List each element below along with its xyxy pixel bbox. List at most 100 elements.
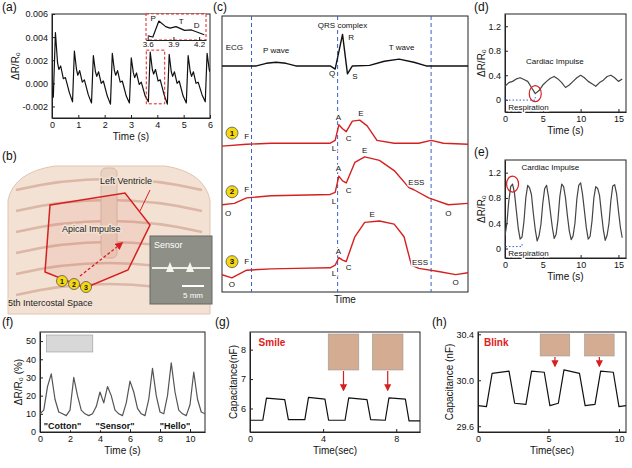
annotation: C <box>346 186 352 195</box>
data-line <box>505 183 622 241</box>
plot-area <box>478 370 626 407</box>
axis-line <box>53 118 211 119</box>
annotation: A <box>336 247 342 256</box>
tick: 4 <box>321 429 326 444</box>
tick-label: 40 <box>26 355 36 365</box>
tick-label: 2 <box>103 120 108 130</box>
scale-bar <box>182 285 204 287</box>
panel: 0123456-0.0020.0000.0020.0040.006Time (s… <box>10 9 213 141</box>
tick-mark <box>505 26 508 27</box>
y-axis: 29.6 30.0 30.4 <box>456 330 481 433</box>
series-badge <box>226 256 238 268</box>
diagram-label: Left Ventricle <box>100 176 152 186</box>
annotation: T wave <box>389 43 415 52</box>
tick-mark <box>581 255 582 258</box>
annotation: E <box>362 146 367 155</box>
tick: 30.0 <box>456 376 481 386</box>
plot-area <box>505 183 622 241</box>
tick: 0.004 <box>25 32 55 42</box>
annotation: P <box>151 14 156 23</box>
annotation: O <box>225 209 231 218</box>
panel: 05101500.40.81.2Cardiac ImpulseRespirati… <box>476 14 627 136</box>
tick: 20 <box>26 391 43 401</box>
plot-frame <box>505 160 626 258</box>
annotation: S <box>352 72 357 81</box>
plot-frame <box>250 332 420 432</box>
tick-label: 30.4 <box>456 330 474 340</box>
annotation: "Hello" <box>160 421 191 431</box>
tick-label: 0.8 <box>488 193 501 203</box>
tick: 10 <box>576 255 586 270</box>
tick-label: 1 <box>76 120 81 130</box>
tick-label: 10 <box>614 434 624 444</box>
tick: 1 <box>76 115 81 130</box>
plot-frame <box>146 14 206 40</box>
tick-label: 5 <box>541 260 546 270</box>
tick-mark <box>52 106 55 107</box>
inset: 3.63.94.2PTD <box>143 14 207 49</box>
pointer-arrow <box>599 357 600 366</box>
series-label: 1 <box>230 129 235 138</box>
panel: 123ECGP waveQRS complexRQST waveFALCEOFA… <box>222 16 468 305</box>
tick-label: 0.004 <box>25 32 48 42</box>
tick-mark <box>250 379 253 380</box>
leader-line <box>140 190 150 211</box>
tick: 0.8 <box>488 193 508 203</box>
tick-mark <box>505 198 508 199</box>
tick-mark <box>478 426 481 427</box>
tick: 0.002 <box>25 56 55 66</box>
tick: 4.2 <box>194 37 206 49</box>
tick-label: 29.6 <box>456 422 474 432</box>
x-axis-title: Time <box>334 294 356 305</box>
tick-mark <box>184 115 185 118</box>
tick-label: 8 <box>241 345 246 355</box>
annotation: L <box>332 144 337 153</box>
tick: 3.9 <box>168 37 180 49</box>
tick-label: 0 <box>248 434 253 444</box>
panel-letter: (a) <box>2 0 17 14</box>
tick-mark <box>548 429 549 432</box>
annotation: C <box>346 134 352 143</box>
panel-letter: (b) <box>2 149 17 163</box>
tick-label: 4 <box>155 120 160 130</box>
tick: 6 <box>208 115 213 130</box>
panel-letter: (d) <box>474 0 489 14</box>
plot-area <box>505 75 622 93</box>
data-line <box>222 120 468 146</box>
annotation: P wave <box>263 46 290 55</box>
x-axis: 0510 <box>476 429 627 444</box>
position-label: 1 <box>60 278 64 285</box>
y-axis: -0.0020.0000.0020.0040.006 <box>22 9 55 118</box>
tick-label: 3.6 <box>143 40 155 49</box>
plot-frame <box>222 16 468 292</box>
panel-letter: (g) <box>215 315 230 329</box>
tick: 2 <box>103 115 108 130</box>
data-line <box>222 221 468 278</box>
annotation: Blink <box>484 337 509 348</box>
tick-mark <box>52 37 55 38</box>
annotation: A <box>336 164 342 173</box>
tick-mark <box>505 75 508 76</box>
axis-line <box>52 15 53 119</box>
photo-placeholder <box>372 334 403 370</box>
highlight-circle <box>529 86 541 102</box>
tick-mark <box>157 115 158 118</box>
tick: 50 <box>26 336 43 346</box>
tick-mark <box>78 115 79 118</box>
tick: 5 <box>182 115 187 130</box>
tick: 0 <box>31 427 43 437</box>
tick: 2 <box>68 429 73 444</box>
tick: 29.6 <box>456 422 481 432</box>
plot-area <box>52 32 210 104</box>
tick: 4 <box>155 115 160 130</box>
tick-label: -0.002 <box>22 102 48 112</box>
annotation: A <box>336 113 342 122</box>
tick-label: 0 <box>50 120 55 130</box>
tick-label: 4 <box>98 434 103 444</box>
tick: 30 <box>26 373 43 383</box>
annotation: Cardiac Impulse <box>526 57 584 66</box>
diagram-label: Apical Impulse <box>62 224 121 234</box>
tick: 8 <box>158 429 163 444</box>
tick-mark <box>619 429 620 432</box>
tick: 10 <box>576 109 586 124</box>
